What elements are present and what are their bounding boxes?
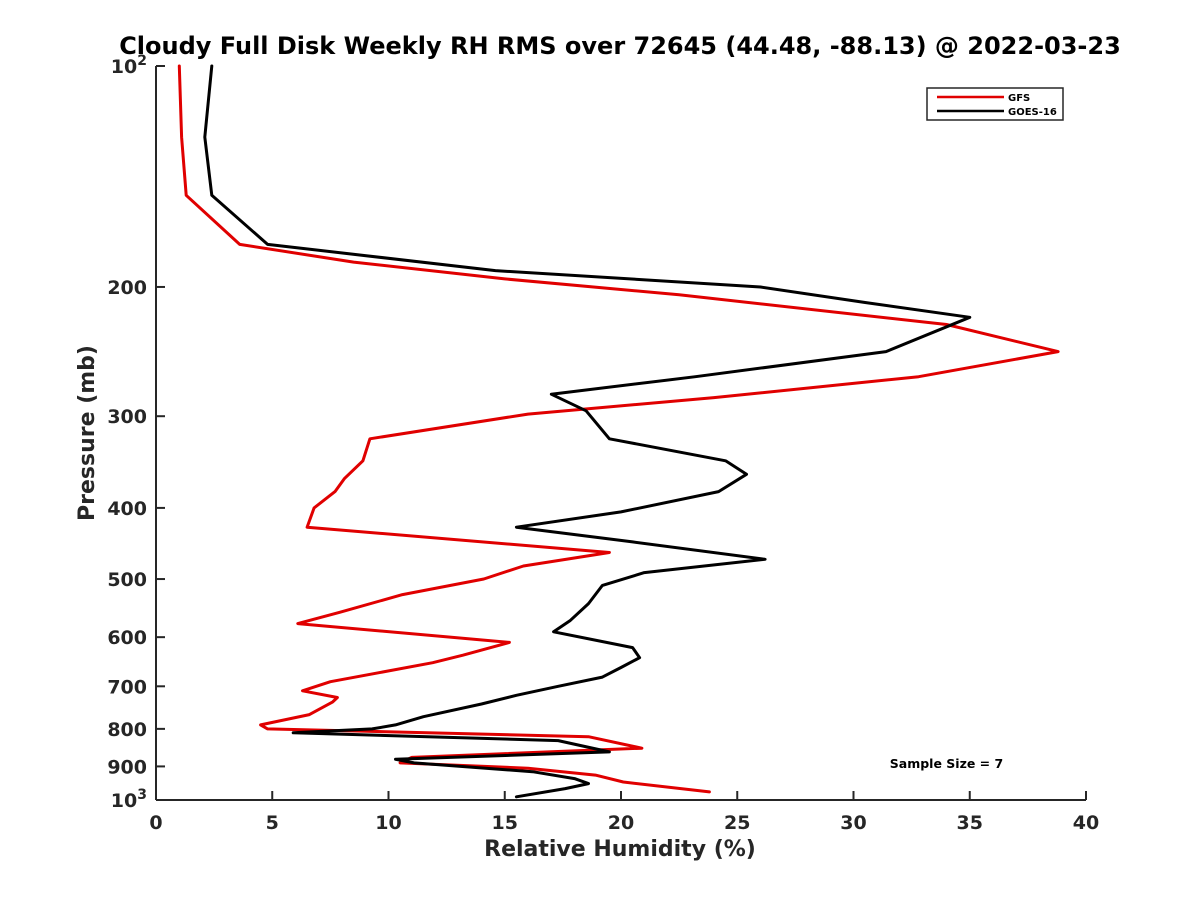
y-tick-label: 200 bbox=[107, 277, 147, 299]
y-tick-label: 103 bbox=[111, 787, 147, 812]
x-tick-label: 25 bbox=[724, 812, 750, 834]
legend-label: GOES-16 bbox=[1008, 107, 1057, 118]
y-tick-label: 400 bbox=[107, 498, 147, 520]
y-tick-label: 600 bbox=[107, 627, 147, 649]
x-tick-label: 40 bbox=[1073, 812, 1099, 834]
x-tick-label: 30 bbox=[840, 812, 866, 834]
y-axis-label: Pressure (mb) bbox=[75, 345, 100, 521]
x-tick-label: 5 bbox=[266, 812, 279, 834]
x-tick-label: 0 bbox=[149, 812, 162, 834]
sample-size-annotation: Sample Size = 7 bbox=[890, 756, 1003, 771]
legend-box bbox=[926, 87, 1064, 121]
y-tick-label: 900 bbox=[107, 756, 147, 778]
y-tick-label: 800 bbox=[107, 719, 147, 741]
plot-series bbox=[177, 64, 1060, 799]
legend: GFS GOES-16 bbox=[926, 87, 1064, 121]
series-line-goes-16 bbox=[203, 64, 972, 799]
x-tick-label: 10 bbox=[375, 812, 401, 834]
y-tick-label: 102 bbox=[111, 53, 147, 78]
series-line-gfs bbox=[177, 64, 1060, 794]
x-axis-label: Relative Humidity (%) bbox=[484, 837, 756, 862]
x-tick-label: 15 bbox=[492, 812, 518, 834]
axes: 0 5 10 15 20 25 30 35 40 102 200 300 400 500 600 700 800… bbox=[107, 53, 1099, 834]
y-tick-label: 500 bbox=[107, 569, 147, 591]
y-tick-label: 300 bbox=[107, 406, 147, 428]
x-tick-label: 20 bbox=[608, 812, 634, 834]
x-tick-label: 35 bbox=[957, 812, 983, 834]
annotations: Sample Size = 7 bbox=[890, 756, 1003, 771]
legend-label: GFS bbox=[1008, 93, 1030, 104]
chart-title: Cloudy Full Disk Weekly RH RMS over 7264… bbox=[119, 32, 1121, 60]
y-tick-label: 700 bbox=[107, 676, 147, 698]
